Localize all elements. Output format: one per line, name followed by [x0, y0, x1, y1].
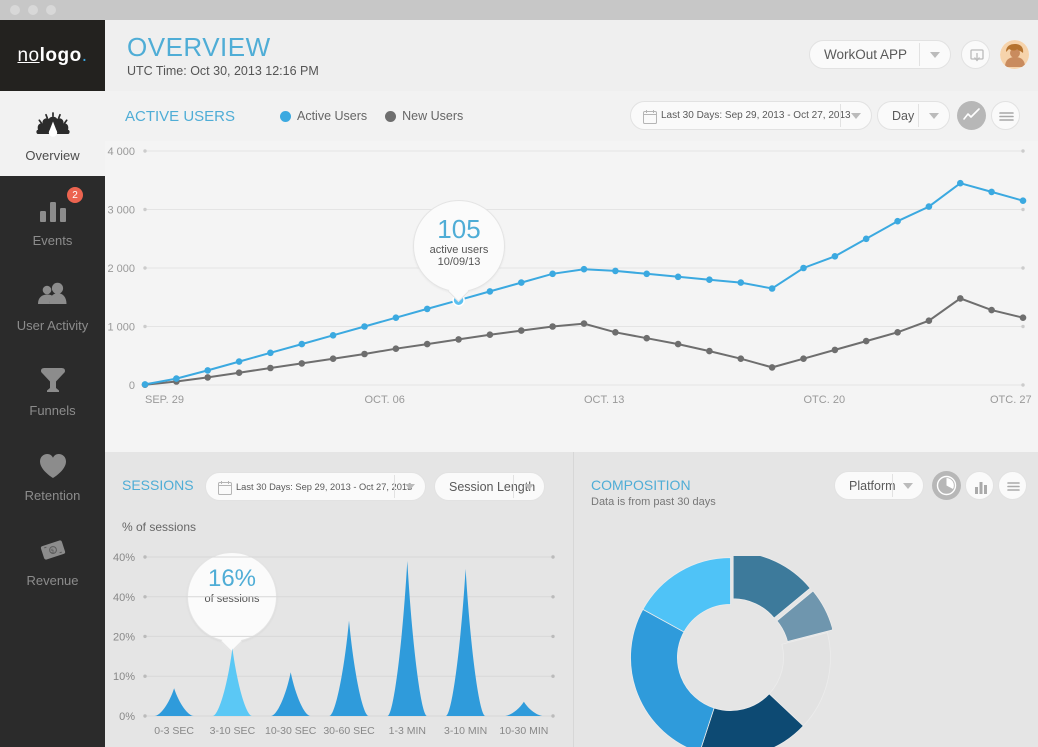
svg-text:40%: 40%	[113, 592, 135, 604]
svg-text:OTC. 20: OTC. 20	[804, 394, 846, 406]
svg-text:20%: 20%	[113, 631, 135, 643]
svg-text:4 000: 4 000	[107, 146, 135, 158]
svg-text:0%: 0%	[119, 711, 135, 723]
svg-text:3-10 SEC: 3-10 SEC	[210, 725, 256, 737]
svg-text:0-3 SEC: 0-3 SEC	[154, 725, 194, 737]
svg-text:1 000: 1 000	[107, 322, 135, 334]
svg-text:10%: 10%	[113, 671, 135, 683]
svg-text:40%: 40%	[113, 552, 135, 564]
svg-text:3-10 MIN: 3-10 MIN	[444, 725, 487, 737]
svg-text:10-30 SEC: 10-30 SEC	[265, 725, 317, 737]
svg-text:30-60 SEC: 30-60 SEC	[323, 725, 375, 737]
svg-text:OCT. 06: OCT. 06	[365, 394, 405, 406]
svg-text:SEP. 29: SEP. 29	[145, 394, 184, 406]
svg-text:1-3 MIN: 1-3 MIN	[389, 725, 426, 737]
svg-text:10-30 MIN: 10-30 MIN	[499, 725, 548, 737]
svg-text:2 000: 2 000	[107, 263, 135, 275]
svg-text:3 000: 3 000	[107, 205, 135, 217]
svg-text:OCT. 13: OCT. 13	[584, 394, 624, 406]
svg-text:OTC. 27: OTC. 27	[990, 394, 1032, 406]
svg-text:0: 0	[129, 380, 135, 392]
